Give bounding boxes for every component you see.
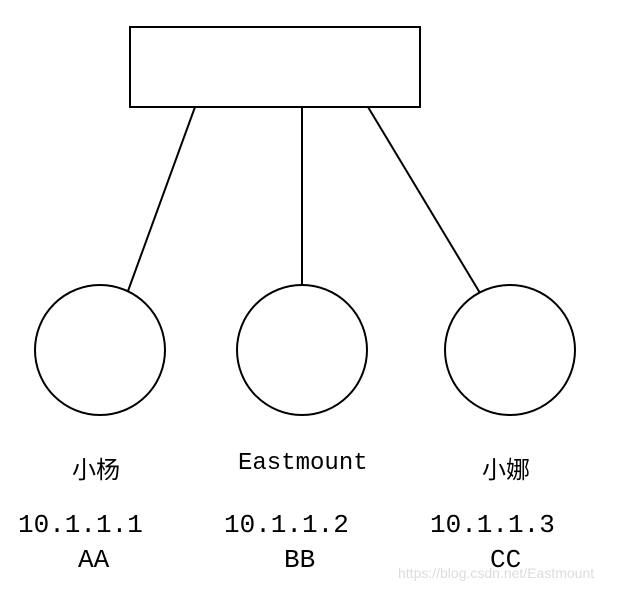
node-circle-right [445, 285, 575, 415]
node-name-label-right: 小娜 [482, 450, 530, 486]
node-ip-label-right: 10.1.1.3 [430, 510, 555, 540]
node-name-label-left: 小杨 [72, 450, 120, 486]
edge-right [368, 107, 480, 293]
hub-rect [130, 27, 420, 107]
node-mac-label-left: AA [78, 545, 109, 575]
edge-left [128, 107, 195, 291]
node-circle-center [237, 285, 367, 415]
node-ip-label-left: 10.1.1.1 [18, 510, 143, 540]
node-name-label-center: Eastmount [238, 450, 368, 477]
diagram-canvas [0, 0, 640, 595]
node-mac-label-center: BB [284, 545, 315, 575]
node-ip-label-center: 10.1.1.2 [224, 510, 349, 540]
watermark-text: https://blog.csdn.net/Eastmount [398, 565, 594, 581]
node-circle-left [35, 285, 165, 415]
